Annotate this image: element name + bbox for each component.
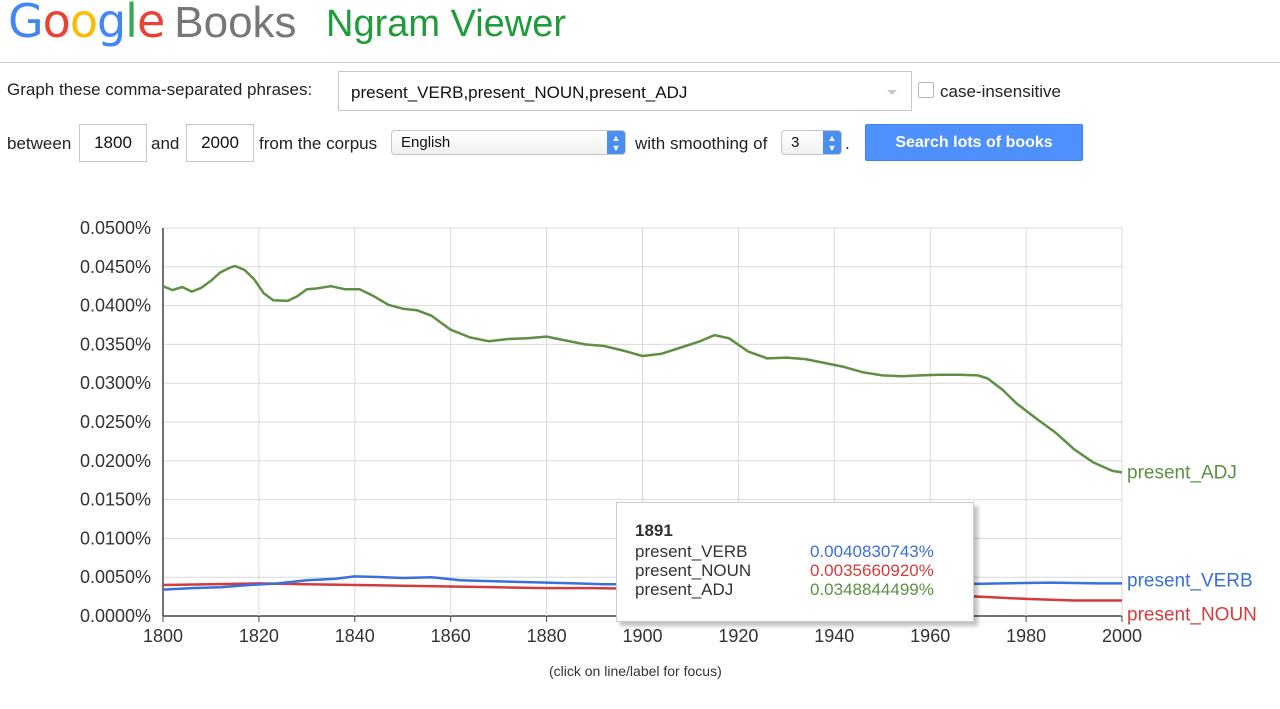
y-tick-label: 0.0250% bbox=[80, 412, 151, 432]
x-tick-label: 2000 bbox=[1102, 626, 1142, 646]
corpus-select-value: English bbox=[401, 134, 451, 151]
series-end-label[interactable]: present_VERB bbox=[1127, 570, 1253, 591]
x-tick-label: 1940 bbox=[814, 626, 854, 646]
dropdown-caret-icon[interactable] bbox=[887, 90, 897, 95]
y-tick-label: 0.0000% bbox=[80, 606, 151, 626]
search-button[interactable]: Search lots of books bbox=[865, 124, 1083, 161]
x-tick-label: 1840 bbox=[335, 626, 375, 646]
phrases-input[interactable]: present_VERB,present_NOUN,present_ADJ bbox=[338, 71, 912, 111]
hover-tooltip: 1891 present_VERB 0.0040830743% present_… bbox=[616, 502, 974, 622]
y-tick-label: 0.0050% bbox=[80, 567, 151, 587]
series-end-labels: present_ADJ present_VERB present_NOUN bbox=[1127, 462, 1257, 625]
header-divider bbox=[0, 62, 1280, 63]
smoothing-period: . bbox=[845, 134, 850, 153]
y-tick-label: 0.0300% bbox=[80, 373, 151, 393]
tooltip-series-name: present_NOUN bbox=[635, 561, 752, 580]
series-end-label[interactable]: present_ADJ bbox=[1127, 462, 1237, 483]
y-tick-label: 0.0400% bbox=[80, 296, 151, 316]
y-tick-label: 0.0350% bbox=[80, 334, 151, 354]
chart-footer-note: (click on line/label for focus) bbox=[549, 663, 722, 679]
smoothing-select-value: 3 bbox=[791, 134, 800, 151]
end-year-input[interactable]: 2000 bbox=[186, 124, 254, 162]
tooltip-series-name: present_VERB bbox=[635, 542, 748, 561]
y-axis-tick-labels: 0.0000% 0.0050% 0.0100% 0.0150% 0.0200% 0.025… bbox=[80, 218, 151, 626]
page-title: Ngram Viewer bbox=[326, 3, 567, 45]
tooltip-row: present_NOUN 0.0035660920% bbox=[635, 561, 955, 580]
and-label: and bbox=[151, 134, 180, 153]
google-wordmark: Google bbox=[8, 0, 165, 48]
tooltip-series-value: 0.0040830743% bbox=[810, 542, 934, 561]
case-insensitive-checkbox[interactable] bbox=[918, 82, 934, 98]
tooltip-series-name: present_ADJ bbox=[635, 580, 734, 599]
corpus-select[interactable]: English ▲ ▼ bbox=[391, 130, 626, 155]
x-tick-label: 1860 bbox=[431, 626, 471, 646]
series-line-present-adj bbox=[162, 264, 1123, 474]
logo-letter: G bbox=[8, 0, 44, 48]
phrases-label: Graph these comma-separated phrases: bbox=[7, 80, 313, 99]
tooltip-series-value: 0.0035660920% bbox=[810, 561, 934, 580]
start-year-input[interactable]: 1800 bbox=[79, 124, 147, 162]
x-tick-label: 1800 bbox=[143, 626, 183, 646]
between-label: between bbox=[7, 134, 72, 153]
series-end-label[interactable]: present_NOUN bbox=[1127, 604, 1257, 625]
x-tick-label: 1960 bbox=[910, 626, 950, 646]
select-arrows-icon: ▲ ▼ bbox=[823, 131, 841, 154]
x-tick-label: 1980 bbox=[1006, 626, 1046, 646]
y-tick-label: 0.0150% bbox=[80, 490, 151, 510]
smoothing-label: with smoothing of bbox=[635, 134, 768, 153]
logo-letter: e bbox=[136, 0, 165, 48]
tooltip-row: present_VERB 0.0040830743% bbox=[635, 542, 955, 561]
x-tick-label: 1820 bbox=[239, 626, 279, 646]
smoothing-select[interactable]: 3 ▲ ▼ bbox=[781, 130, 842, 155]
y-tick-label: 0.0200% bbox=[80, 451, 151, 471]
tooltip-year: 1891 bbox=[635, 521, 673, 540]
x-axis-tick-labels: 1800 1820 1840 1860 1880 1900 1920 1940 1960 1980… bbox=[143, 626, 1142, 646]
x-tick-label: 1900 bbox=[622, 626, 662, 646]
logo-letter: l bbox=[125, 0, 138, 48]
google-books-logo[interactable]: Google Books bbox=[8, 0, 297, 56]
logo-letter: o bbox=[69, 0, 98, 48]
logo-letter: o bbox=[42, 0, 71, 48]
y-tick-label: 0.0450% bbox=[80, 257, 151, 277]
tooltip-series-value: 0.0348844499% bbox=[810, 580, 934, 599]
logo-letter: g bbox=[96, 0, 126, 48]
corpus-label: from the corpus bbox=[259, 134, 378, 153]
case-insensitive-label[interactable]: case-insensitive bbox=[940, 82, 1061, 101]
select-arrows-icon: ▲ ▼ bbox=[607, 131, 625, 154]
tooltip-row: present_ADJ 0.0348844499% bbox=[635, 580, 955, 599]
x-tick-label: 1920 bbox=[718, 626, 758, 646]
books-wordmark: Books bbox=[174, 0, 297, 47]
y-tick-label: 0.0500% bbox=[80, 218, 151, 238]
phrases-input-value: present_VERB,present_NOUN,present_ADJ bbox=[351, 83, 688, 102]
x-tick-label: 1880 bbox=[527, 626, 567, 646]
y-tick-label: 0.0100% bbox=[80, 528, 151, 548]
